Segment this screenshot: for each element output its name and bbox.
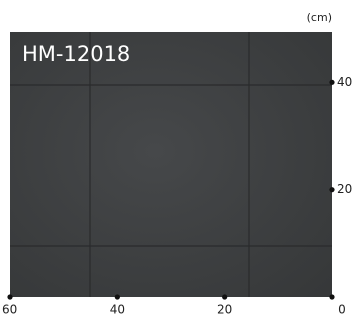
unit-label: (cm) [307,11,332,24]
scale-dot [329,80,334,85]
tile-sample [10,32,332,297]
swatch-view: HM-12018 (cm) 60 40 20 0 40 20 [0,0,358,318]
y-scale-label: 20 [337,182,352,196]
scale-dot [7,294,12,299]
x-scale-label: 60 [2,303,17,317]
page: HM-12018 (cm) 60402004020 (() => { const… [0,0,358,318]
x-scale-label: 20 [217,303,232,317]
y-scale-label: 40 [337,75,352,89]
scale-dot [115,294,120,299]
scale-dot [329,187,334,192]
swatch-name: HM-12018 [22,42,130,66]
x-scale-label: 0 [338,303,346,317]
scale-dot [329,294,334,299]
scale-dot [222,294,227,299]
x-scale-label: 40 [110,303,125,317]
